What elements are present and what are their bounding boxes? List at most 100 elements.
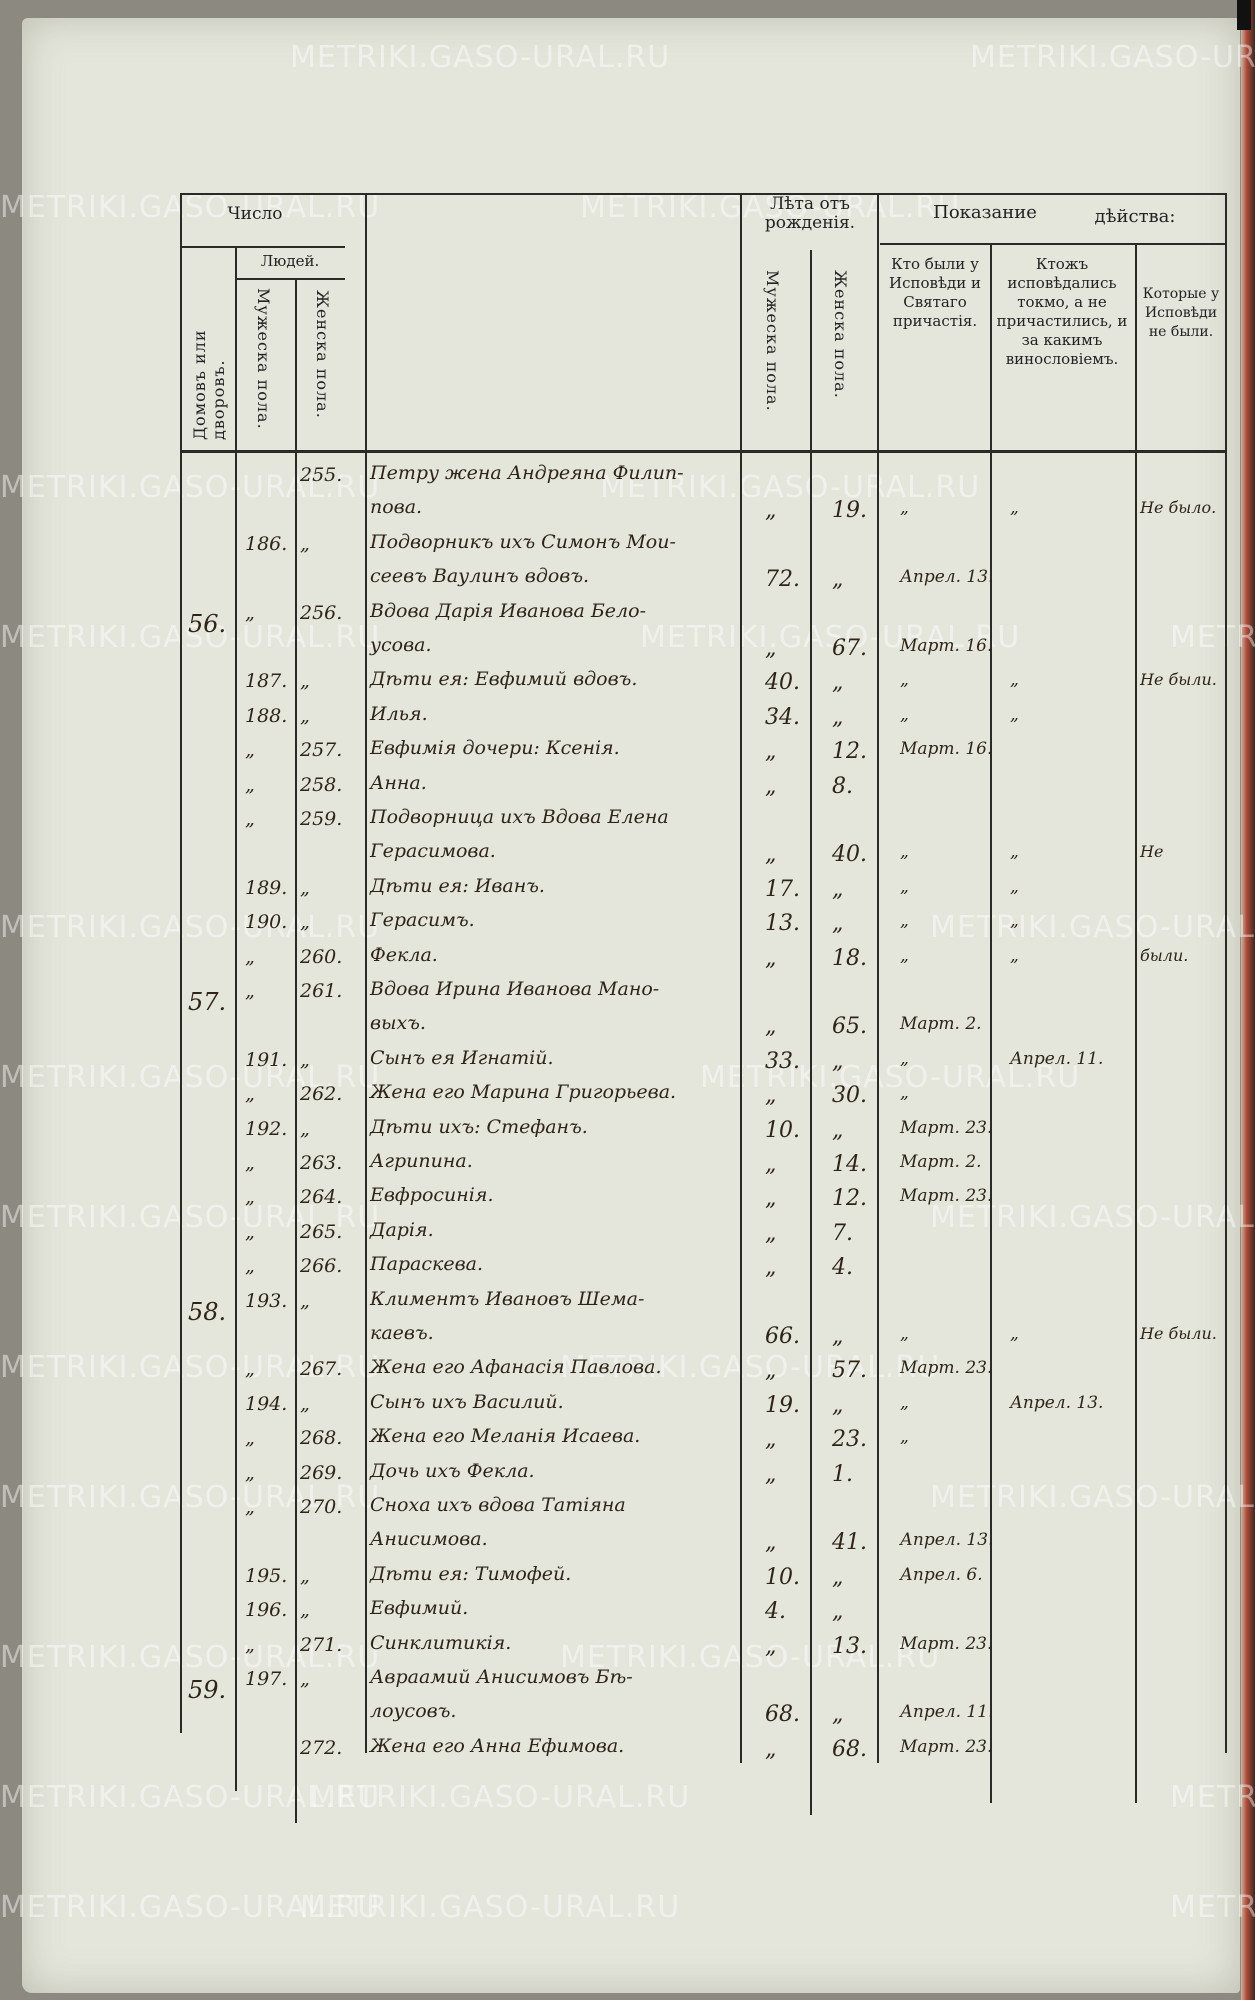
person-name: усова.: [370, 634, 432, 656]
confessed-only-date: „: [1010, 945, 1019, 966]
header-age-female: Женска пола.: [831, 270, 850, 399]
person-name: Петру жена Андреяна Филип-: [370, 462, 684, 484]
female-age: „: [832, 911, 844, 937]
confessed-date: „: [900, 670, 909, 691]
confessed-date: „: [900, 876, 909, 897]
male-age: „: [765, 1186, 777, 1212]
watermark-text: METRIKI.GASO-URAL.RU: [560, 1640, 941, 1675]
confessed-date: „: [900, 1392, 909, 1413]
female-number: 262.: [300, 1083, 343, 1106]
watermark-text: METRIKI.GASO-URAL.RU: [930, 910, 1255, 945]
column-rule: [180, 193, 182, 1733]
header-male: Мужеска пола.: [254, 288, 273, 430]
female-number: „: [300, 876, 310, 899]
column-rule: [740, 193, 742, 1763]
not-confessed-note: были.: [1140, 945, 1189, 965]
female-number: „: [300, 911, 310, 934]
person-name: Вдова Дарія Иванова Бело-: [370, 599, 647, 622]
person-name: Жена его Афанасія Павлова.: [370, 1356, 662, 1379]
female-number: 265.: [300, 1220, 343, 1243]
person-name: Евфимий.: [370, 1597, 469, 1620]
person-name: Дѣти ея: Тимофей.: [370, 1562, 572, 1585]
confessed-date: „: [900, 945, 909, 966]
confessed-only-date: „: [1010, 498, 1019, 519]
person-name: сеевъ Ваулинъ вдовъ.: [370, 565, 590, 588]
male-age: 10.: [765, 1564, 800, 1590]
male-number: „: [245, 1427, 255, 1450]
confessed-date: Март. 16.: [900, 739, 993, 760]
female-age: 1.: [832, 1461, 853, 1487]
not-confessed-note: Не были.: [1140, 670, 1217, 690]
person-name: Дѣти ихъ: Стефанъ.: [370, 1115, 588, 1138]
female-age: „: [832, 1392, 844, 1418]
male-number: 193.: [245, 1289, 288, 1312]
watermark-text: METRIKI.GASO-URAL.RU: [0, 1060, 381, 1095]
male-age: „: [765, 842, 777, 868]
person-name: Климентъ Ивановъ Шема-: [370, 1287, 645, 1310]
confessed-date: Апрел. 13.: [900, 567, 994, 588]
watermark-text: METRIKI.GASO-URAL.RU: [0, 910, 381, 945]
not-confessed-note: Не: [1140, 842, 1164, 862]
watermark-text: METRIKI.GASO-URAL.RU: [1170, 620, 1255, 655]
column-rule: [235, 246, 237, 1791]
person-name: Анна.: [370, 771, 427, 794]
confessed-date: Апрел. 11.: [900, 1702, 994, 1723]
watermark-text: METRIKI.GASO-URAL.RU: [560, 1350, 941, 1385]
column-rule: [877, 193, 879, 1763]
watermark-text: METRIKI.GASO-URAL.RU: [970, 40, 1255, 75]
male-age: „: [765, 1530, 777, 1556]
watermark-text: METRIKI.GASO-URAL.RU: [700, 1060, 1081, 1095]
watermark-text: METRIKI.GASO-URAL.RU: [0, 1480, 381, 1515]
watermark-text: METRIKI.GASO-URAL.RU: [290, 40, 671, 75]
header-age: Лѣта отъ рожденія.: [764, 194, 856, 233]
person-name: пова.: [370, 496, 423, 519]
male-number: „: [245, 980, 255, 1002]
male-number: „: [245, 1633, 255, 1656]
male-number: 197.: [245, 1668, 288, 1690]
male-number: „: [245, 1461, 255, 1484]
column-rule: [295, 278, 297, 1823]
confessed-date: Март. 2.: [900, 1152, 982, 1172]
watermark-text: METRIKI.GASO-URAL.RU: [0, 190, 381, 225]
female-age: 40.: [832, 842, 867, 868]
female-age: 41.: [832, 1530, 867, 1556]
male-number: „: [245, 808, 255, 830]
male-age: „: [765, 1255, 777, 1281]
watermark-text: METRIKI.GASO-URAL.RU: [930, 1200, 1255, 1235]
female-number: „: [300, 1048, 310, 1071]
female-age: „: [832, 704, 844, 730]
female-number: 258.: [300, 773, 343, 796]
person-name: Герасимъ.: [370, 909, 475, 932]
male-number: „: [245, 773, 255, 796]
female-number: 261.: [300, 980, 343, 1002]
confessed-date: Апрел. 6.: [900, 1564, 983, 1585]
male-age: „: [765, 1461, 777, 1487]
female-age: 8.: [832, 773, 853, 799]
female-number: 266.: [300, 1255, 343, 1278]
male-number: „: [245, 739, 255, 762]
not-confessed-note: Не было.: [1140, 498, 1217, 518]
male-age: 13.: [765, 911, 800, 937]
rule: [235, 278, 345, 280]
confessed-date: Март. 23.: [900, 1633, 993, 1654]
male-number: „: [245, 1083, 255, 1106]
person-name: Фекла.: [370, 943, 438, 966]
female-age: 65.: [832, 1014, 867, 1040]
watermark-text: METRIKI.GASO-URAL.RU: [0, 470, 381, 505]
confessed-only-date: „: [1010, 911, 1019, 932]
female-number: „: [300, 670, 310, 693]
confessed-date: „: [900, 704, 909, 725]
female-age: 12.: [832, 739, 867, 765]
watermark-text: METRIKI.GASO-URAL.RU: [0, 620, 381, 655]
person-name: выхъ.: [370, 1012, 426, 1035]
female-number: „: [300, 1392, 310, 1415]
male-number: „: [245, 601, 255, 624]
person-name: Дарія.: [370, 1218, 434, 1241]
person-name: Сынъ ея Игнатій.: [370, 1046, 554, 1069]
male-number: 191.: [245, 1048, 288, 1071]
female-number: 259.: [300, 808, 343, 830]
male-number: 186.: [245, 532, 288, 555]
female-number: 260.: [300, 945, 343, 968]
confessed-date: Март. 23.: [900, 1117, 993, 1138]
person-name: Синклитикія.: [370, 1631, 512, 1654]
